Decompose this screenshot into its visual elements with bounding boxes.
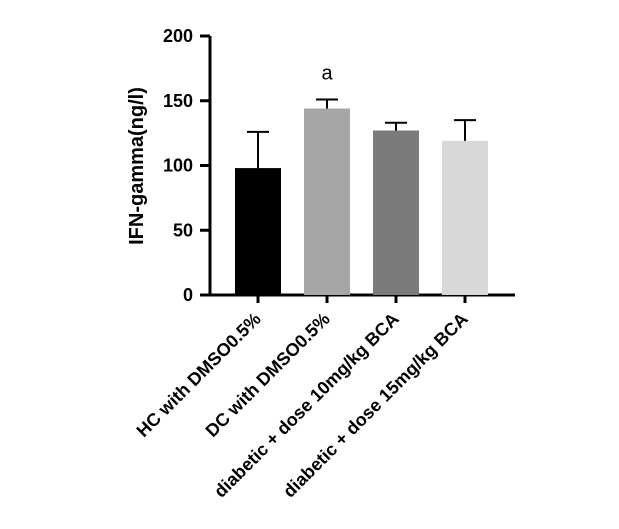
bar [235, 168, 281, 295]
y-axis: 0 50 100 150 200 [163, 26, 212, 305]
x-category-labels: HC with DMSO0.5%DC with DMSO0.5%diabetic… [133, 309, 472, 502]
bars [235, 108, 488, 296]
y-tick-label: 200 [163, 26, 193, 46]
bar [304, 108, 350, 296]
y-axis-title: IFN-gamma(ng/l) [126, 87, 148, 245]
y-tick-label: 150 [163, 91, 193, 111]
y-tick-label: 50 [173, 220, 193, 240]
y-axis-ticks: 0 50 100 150 200 [163, 26, 210, 305]
annotations: a [321, 62, 333, 84]
y-tick-label: 100 [163, 156, 193, 176]
x-axis-ticks [256, 295, 467, 303]
bar [373, 130, 419, 295]
x-category-label: DC with DMSO0.5% [202, 309, 334, 441]
x-category-label: HC with DMSO0.5% [133, 309, 265, 441]
significance-annotation: a [321, 62, 333, 84]
y-tick-label: 0 [183, 285, 193, 305]
x-axis [210, 293, 515, 303]
bar [442, 140, 488, 295]
error-bars [247, 98, 476, 169]
